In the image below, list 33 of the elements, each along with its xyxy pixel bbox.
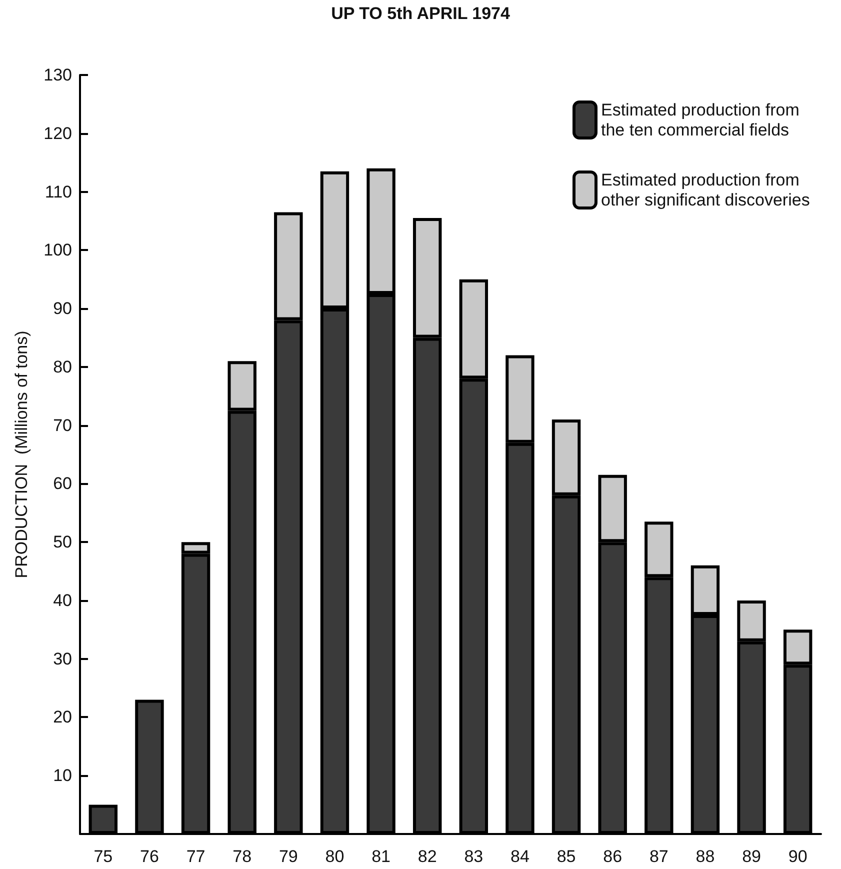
x-tick-label: 89 bbox=[742, 847, 761, 866]
x-tick-label: 79 bbox=[278, 847, 298, 866]
legend-label: Estimated production from the ten commercial fields bbox=[601, 100, 804, 140]
x-tick-label: 85 bbox=[556, 847, 576, 866]
x-tick-label: 88 bbox=[696, 847, 715, 866]
y-tick-label: 60 bbox=[53, 474, 72, 494]
x-tick-label: 77 bbox=[186, 847, 206, 866]
legend-label: Estimated production from other significant discoveries bbox=[601, 170, 810, 210]
y-axis-title: PRODUCTION (Millions of tons) bbox=[12, 330, 31, 578]
chart-title: UP TO 5th APRIL 1974 bbox=[331, 4, 510, 23]
x-tick-label: 76 bbox=[140, 847, 159, 866]
x-tick-label: 82 bbox=[418, 847, 437, 866]
x-tick-label: 78 bbox=[232, 847, 252, 866]
y-tick-label: 100 bbox=[44, 240, 72, 260]
x-tick-label: 83 bbox=[464, 847, 484, 866]
y-tick-label: 120 bbox=[44, 124, 72, 143]
x-tick-label: 87 bbox=[649, 847, 668, 866]
y-tick-label: 130 bbox=[44, 66, 72, 84]
x-tick-label: 80 bbox=[325, 847, 344, 866]
x-tick-label: 90 bbox=[788, 847, 808, 866]
y-tick-label: 80 bbox=[53, 357, 72, 376]
y-tick-label: 90 bbox=[53, 299, 72, 318]
y-tick-label: 110 bbox=[44, 182, 72, 202]
y-tick-label: 40 bbox=[53, 590, 72, 610]
x-tick-label: 81 bbox=[372, 847, 390, 866]
y-tick-label: 30 bbox=[53, 649, 72, 668]
x-tick-label: 86 bbox=[603, 847, 622, 866]
y-tick-label: 50 bbox=[53, 532, 72, 552]
y-tick-label: 70 bbox=[53, 416, 72, 435]
y-tick-label: 10 bbox=[53, 766, 72, 786]
x-tick-label: 84 bbox=[510, 847, 530, 866]
x-tick-label: 75 bbox=[94, 847, 113, 866]
y-tick-label: 20 bbox=[53, 708, 72, 727]
